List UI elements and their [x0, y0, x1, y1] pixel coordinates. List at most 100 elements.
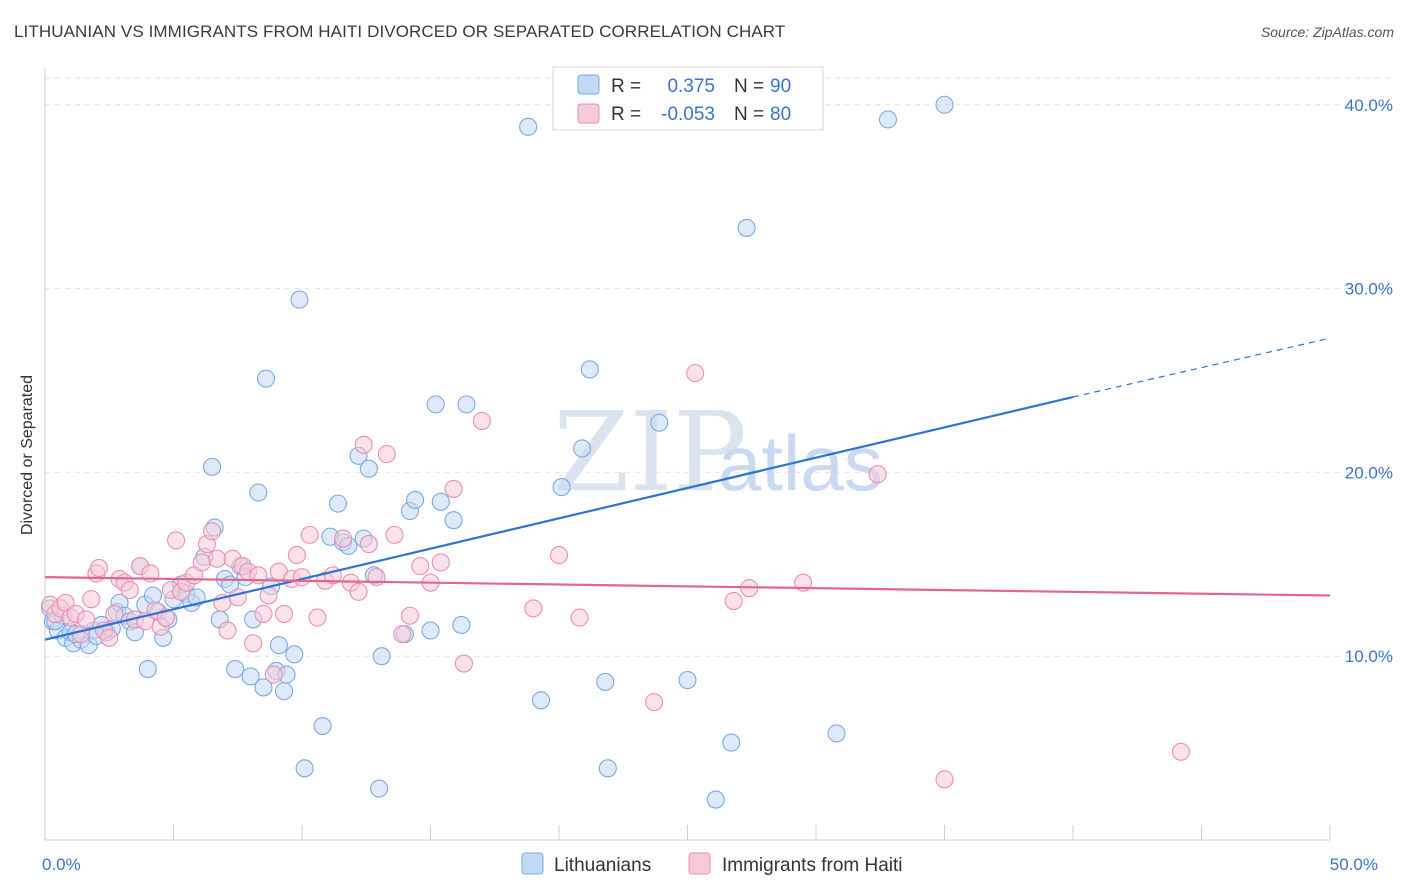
y-tick-label: 10.0%: [1345, 647, 1393, 666]
point-haiti: [377, 444, 396, 464]
point-lithuanians: [678, 671, 697, 690]
stats-n-value-1: 90: [770, 76, 791, 97]
point-lithuanians: [519, 117, 538, 136]
point-lithuanians: [444, 511, 463, 530]
point-haiti: [300, 525, 319, 544]
stats-r-label-1: R =: [611, 76, 641, 97]
point-haiti: [1171, 742, 1190, 761]
stats-r-label-2: R =: [611, 104, 641, 125]
point-lithuanians: [285, 645, 304, 664]
point-haiti: [444, 479, 463, 498]
point-haiti: [385, 525, 404, 544]
axis-layer: [44, 68, 1331, 841]
point-haiti: [287, 546, 306, 565]
point-haiti: [524, 599, 543, 618]
point-haiti: [82, 590, 101, 609]
point-haiti: [367, 568, 386, 587]
y-tick-label: 30.0%: [1345, 280, 1393, 299]
point-haiti: [454, 654, 473, 673]
point-lithuanians: [274, 682, 294, 701]
point-haiti: [868, 465, 887, 484]
point-lithuanians: [203, 457, 222, 476]
point-haiti: [264, 665, 283, 684]
legend-swatch-haiti: [688, 852, 711, 875]
source-credit: Source: ZipAtlas.com: [1260, 24, 1394, 40]
point-lithuanians: [241, 667, 260, 686]
point-haiti: [105, 604, 124, 623]
point-lithuanians: [598, 759, 617, 778]
point-haiti: [570, 608, 589, 627]
trend-line-lithuanians-extension: [1072, 337, 1331, 398]
point-haiti: [254, 604, 273, 623]
legend-label-haiti: Immigrants from Haiti: [722, 855, 903, 876]
point-haiti: [228, 588, 247, 607]
x-tick-label: 0.0%: [42, 855, 81, 874]
legend-swatch-lithuanians: [521, 852, 544, 875]
point-lithuanians: [596, 672, 615, 691]
point-haiti: [334, 529, 353, 548]
point-lithuanians: [552, 478, 571, 497]
chart-title: LITHUANIAN VS IMMIGRANTS FROM HAITI DIVO…: [14, 22, 786, 41]
x-tick-label: 50.0%: [1330, 855, 1378, 874]
point-haiti: [167, 531, 186, 550]
point-haiti: [308, 608, 327, 627]
point-haiti: [120, 580, 139, 600]
point-haiti: [274, 604, 294, 623]
point-haiti: [156, 608, 175, 627]
ticks-layer: 10.0% 20.0% 30.0% 40.0% 0.0% 50.0%: [42, 96, 1393, 874]
point-lithuanians: [143, 586, 162, 605]
point-lithuanians: [935, 95, 954, 114]
stats-n-label-1: N =: [734, 76, 764, 97]
stats-legend: R = 0.375 N = 90 R = -0.053 N = 80: [552, 66, 824, 131]
point-lithuanians: [426, 395, 445, 414]
point-haiti: [359, 535, 378, 554]
point-lithuanians: [313, 716, 332, 736]
point-haiti: [393, 625, 412, 644]
point-lithuanians: [328, 494, 348, 513]
point-lithuanians: [531, 691, 551, 710]
point-haiti: [218, 621, 237, 640]
series-legend: Lithuanians Immigrants from Haiti: [521, 852, 903, 876]
watermark-atlas: atlas: [718, 419, 883, 507]
y-tick-label: 40.0%: [1345, 96, 1393, 115]
point-haiti: [244, 634, 263, 653]
stats-swatch-haiti: [577, 103, 600, 124]
point-lithuanians: [706, 790, 725, 809]
point-lithuanians: [295, 759, 314, 778]
point-lithuanians: [269, 636, 288, 655]
point-lithuanians: [452, 615, 471, 634]
trend-line-haiti: [44, 576, 1331, 597]
point-lithuanians: [226, 660, 245, 679]
point-haiti: [192, 553, 211, 572]
point-lithuanians: [431, 492, 450, 511]
stats-r-value-1: 0.375: [667, 76, 715, 97]
point-lithuanians: [249, 483, 268, 502]
points-layer: [41, 95, 1190, 809]
point-haiti: [645, 693, 664, 712]
point-haiti: [686, 364, 705, 383]
point-lithuanians: [256, 369, 276, 388]
point-haiti: [472, 411, 491, 430]
point-haiti: [431, 553, 450, 572]
stats-swatch-lithuanians: [577, 74, 600, 95]
point-lithuanians: [370, 779, 389, 798]
point-lithuanians: [722, 733, 741, 752]
point-haiti: [77, 610, 96, 629]
stats-n-value-2: 80: [770, 104, 791, 125]
trend-line-lithuanians: [44, 395, 1074, 641]
point-lithuanians: [254, 678, 273, 697]
point-haiti: [349, 582, 368, 601]
point-haiti: [89, 558, 109, 578]
point-haiti: [400, 606, 419, 625]
stats-n-label-2: N =: [734, 104, 764, 125]
point-haiti: [259, 586, 278, 605]
point-lithuanians: [359, 459, 378, 478]
point-lithuanians: [573, 439, 592, 458]
point-haiti: [203, 522, 222, 541]
point-lithuanians: [650, 413, 669, 432]
point-lithuanians: [406, 490, 425, 510]
legend-label-lithuanians: Lithuanians: [554, 855, 651, 876]
point-haiti: [935, 770, 954, 789]
point-lithuanians: [372, 647, 391, 666]
